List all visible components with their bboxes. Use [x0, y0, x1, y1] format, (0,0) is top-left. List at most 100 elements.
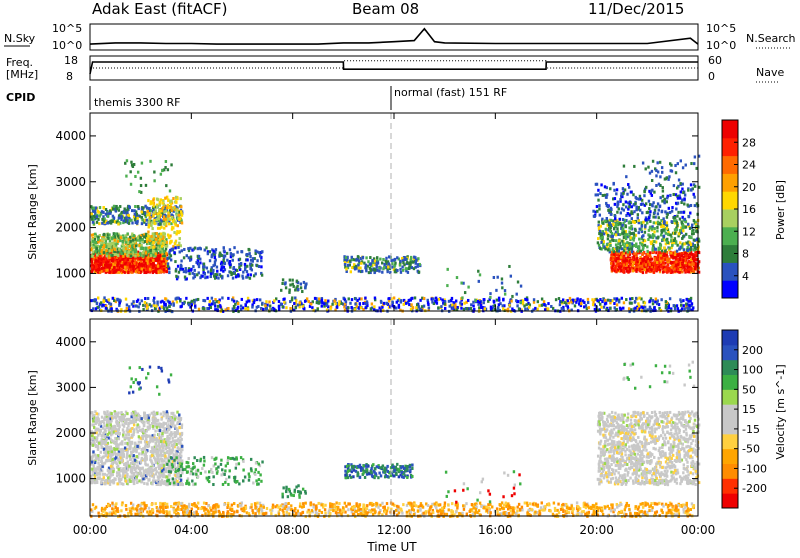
power-cell	[215, 300, 217, 303]
power-cell	[650, 190, 652, 193]
power-cell	[637, 302, 639, 305]
power-cell	[679, 241, 681, 244]
power-cell	[656, 261, 658, 264]
power-cell	[169, 189, 171, 192]
power-cell	[386, 302, 388, 305]
power-cell	[114, 270, 116, 273]
power-cell	[137, 254, 139, 257]
power-cell	[348, 297, 350, 300]
power-cell	[209, 259, 211, 262]
power-cell	[680, 159, 682, 162]
power-cell	[609, 226, 611, 229]
power-cell	[318, 302, 320, 305]
power-cell	[649, 254, 651, 257]
power-cell	[377, 262, 379, 265]
power-cell	[646, 211, 648, 214]
power-cell	[191, 300, 193, 303]
power-cell	[174, 220, 176, 223]
power-cell	[371, 302, 373, 305]
power-cell	[681, 254, 683, 257]
power-cell	[378, 306, 380, 309]
freq-top-tick: 18	[64, 54, 78, 67]
power-cell	[134, 255, 136, 258]
power-cell	[344, 263, 346, 266]
power-cell	[167, 262, 169, 265]
power-cell	[595, 183, 597, 186]
power-cell	[618, 300, 620, 303]
power-cell	[125, 175, 127, 178]
power-cell	[109, 209, 111, 212]
power-cell	[656, 257, 658, 260]
power-cell	[351, 298, 353, 301]
power-cell	[607, 205, 609, 208]
power-cell	[118, 248, 120, 251]
power-cell	[517, 300, 519, 303]
power-cell	[136, 217, 138, 220]
power-cell	[156, 198, 158, 201]
power-cell	[102, 269, 104, 272]
power-cell	[170, 258, 172, 261]
power-cell	[620, 265, 622, 268]
power-cell	[640, 250, 642, 253]
power-cell	[300, 286, 302, 289]
power-cell	[655, 174, 657, 177]
power-cell	[137, 299, 139, 302]
power-cell	[669, 211, 671, 214]
power-cell	[641, 243, 643, 246]
power-cell	[355, 297, 357, 300]
power-cell	[478, 280, 480, 283]
power-cell	[211, 297, 213, 300]
power-cell	[526, 298, 528, 301]
power-cell	[637, 213, 639, 216]
power-cell	[152, 205, 154, 208]
power-cell	[113, 245, 115, 248]
power-cell	[689, 227, 691, 230]
power-cell	[126, 159, 128, 162]
power-cell	[541, 304, 543, 307]
power-cell	[174, 242, 176, 245]
power-cell	[483, 298, 485, 301]
power-cell	[183, 270, 185, 273]
power-cell	[658, 183, 660, 186]
power-cell	[622, 307, 624, 310]
power-cell	[690, 188, 692, 191]
power-cell	[615, 192, 617, 195]
power-cell	[412, 306, 414, 309]
power-cell	[597, 199, 599, 202]
y-tick-label: 4000	[55, 129, 86, 143]
power-cell	[354, 302, 356, 305]
power-cell	[625, 200, 627, 203]
power-cell	[655, 184, 657, 187]
power-cell	[205, 246, 207, 249]
power-cell	[616, 249, 618, 252]
power-cell	[619, 307, 621, 310]
power-cell	[97, 218, 99, 221]
power-cell	[142, 251, 144, 254]
power-cell	[610, 219, 612, 222]
power-cell	[588, 306, 590, 309]
power-cell	[419, 299, 421, 302]
power-cell	[679, 218, 681, 221]
power-cell	[167, 218, 169, 221]
power-cell	[436, 302, 438, 305]
power-cell	[157, 265, 159, 268]
power-cell	[511, 295, 513, 298]
power-cell	[592, 210, 594, 213]
power-cell	[628, 248, 630, 251]
power-cell	[304, 286, 306, 289]
power-cell	[461, 296, 463, 299]
power-cell	[137, 305, 139, 308]
power-cell	[161, 245, 163, 248]
power-cell	[652, 247, 654, 250]
power-cell	[329, 307, 331, 310]
power-cell	[661, 249, 663, 252]
power-cell	[673, 239, 675, 242]
power-cell	[653, 306, 655, 309]
power-cell	[193, 301, 195, 304]
power-cell	[598, 204, 600, 207]
power-cell	[119, 301, 121, 304]
power-cell	[162, 232, 164, 235]
power-cell	[240, 262, 242, 265]
power-cell	[207, 252, 209, 255]
power-cell	[635, 206, 637, 209]
